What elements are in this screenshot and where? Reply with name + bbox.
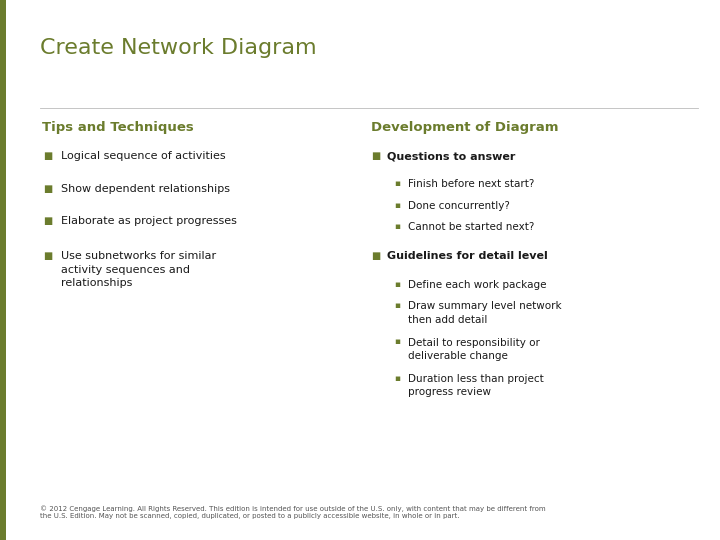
Text: Use subnetworks for similar
activity sequences and
relationships: Use subnetworks for similar activity seq… (61, 251, 216, 288)
Text: ■: ■ (43, 151, 53, 161)
Text: Draw summary level network
then add detail: Draw summary level network then add deta… (408, 301, 561, 325)
Text: Questions to answer: Questions to answer (387, 151, 516, 161)
Text: ▪: ▪ (395, 280, 401, 289)
Text: Cannot be started next?: Cannot be started next? (408, 222, 534, 233)
Text: ▪: ▪ (395, 374, 401, 383)
Text: ▪: ▪ (395, 338, 401, 347)
Text: Tips and Techniques: Tips and Techniques (42, 122, 194, 134)
Text: Define each work package: Define each work package (408, 280, 546, 290)
Text: © 2012 Cengage Learning. All Rights Reserved. This edition is intended for use o: © 2012 Cengage Learning. All Rights Rese… (40, 505, 545, 519)
Text: Create Network Diagram: Create Network Diagram (40, 38, 316, 58)
Text: Development of Diagram: Development of Diagram (371, 122, 558, 134)
Text: ■: ■ (371, 151, 380, 161)
Text: ■: ■ (371, 251, 380, 261)
Text: Guidelines for detail level: Guidelines for detail level (387, 251, 548, 261)
Text: Duration less than project
progress review: Duration less than project progress revi… (408, 374, 544, 397)
Text: ■: ■ (43, 251, 53, 261)
Text: Finish before next start?: Finish before next start? (408, 179, 534, 190)
Text: Logical sequence of activities: Logical sequence of activities (61, 151, 226, 161)
Text: Detail to responsibility or
deliverable change: Detail to responsibility or deliverable … (408, 338, 539, 361)
Text: Elaborate as project progresses: Elaborate as project progresses (61, 216, 237, 226)
Text: ▪: ▪ (395, 301, 401, 310)
Text: Show dependent relationships: Show dependent relationships (61, 184, 230, 194)
Text: ▪: ▪ (395, 201, 401, 210)
Text: Done concurrently?: Done concurrently? (408, 201, 509, 211)
Text: ■: ■ (43, 184, 53, 194)
Bar (0, 0, 6, 540)
Text: ■: ■ (43, 216, 53, 226)
Text: ▪: ▪ (395, 179, 401, 188)
Text: ▪: ▪ (395, 222, 401, 232)
